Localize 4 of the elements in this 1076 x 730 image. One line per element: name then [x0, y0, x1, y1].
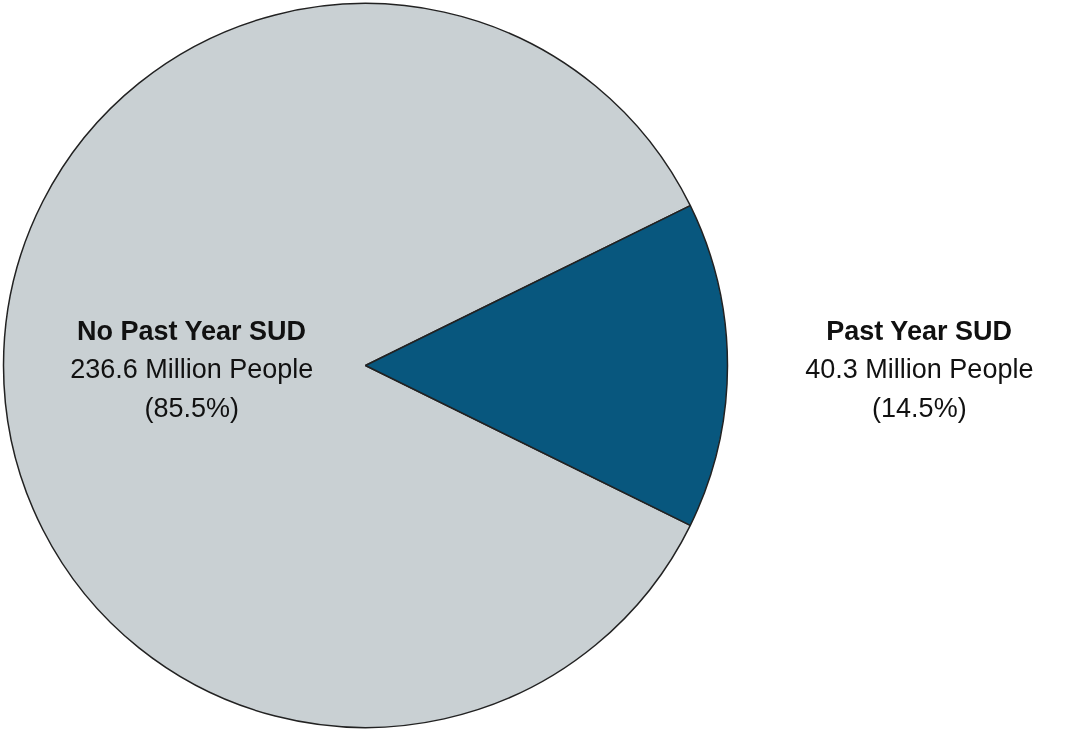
slice-label: Past Year SUD	[826, 315, 1012, 346]
data-label: 40.3 Million People (14.5%)	[805, 353, 1034, 423]
data-label: 236.6 Million People (85.5%)	[70, 353, 314, 423]
slice-label: No Past Year SUD	[76, 315, 307, 346]
